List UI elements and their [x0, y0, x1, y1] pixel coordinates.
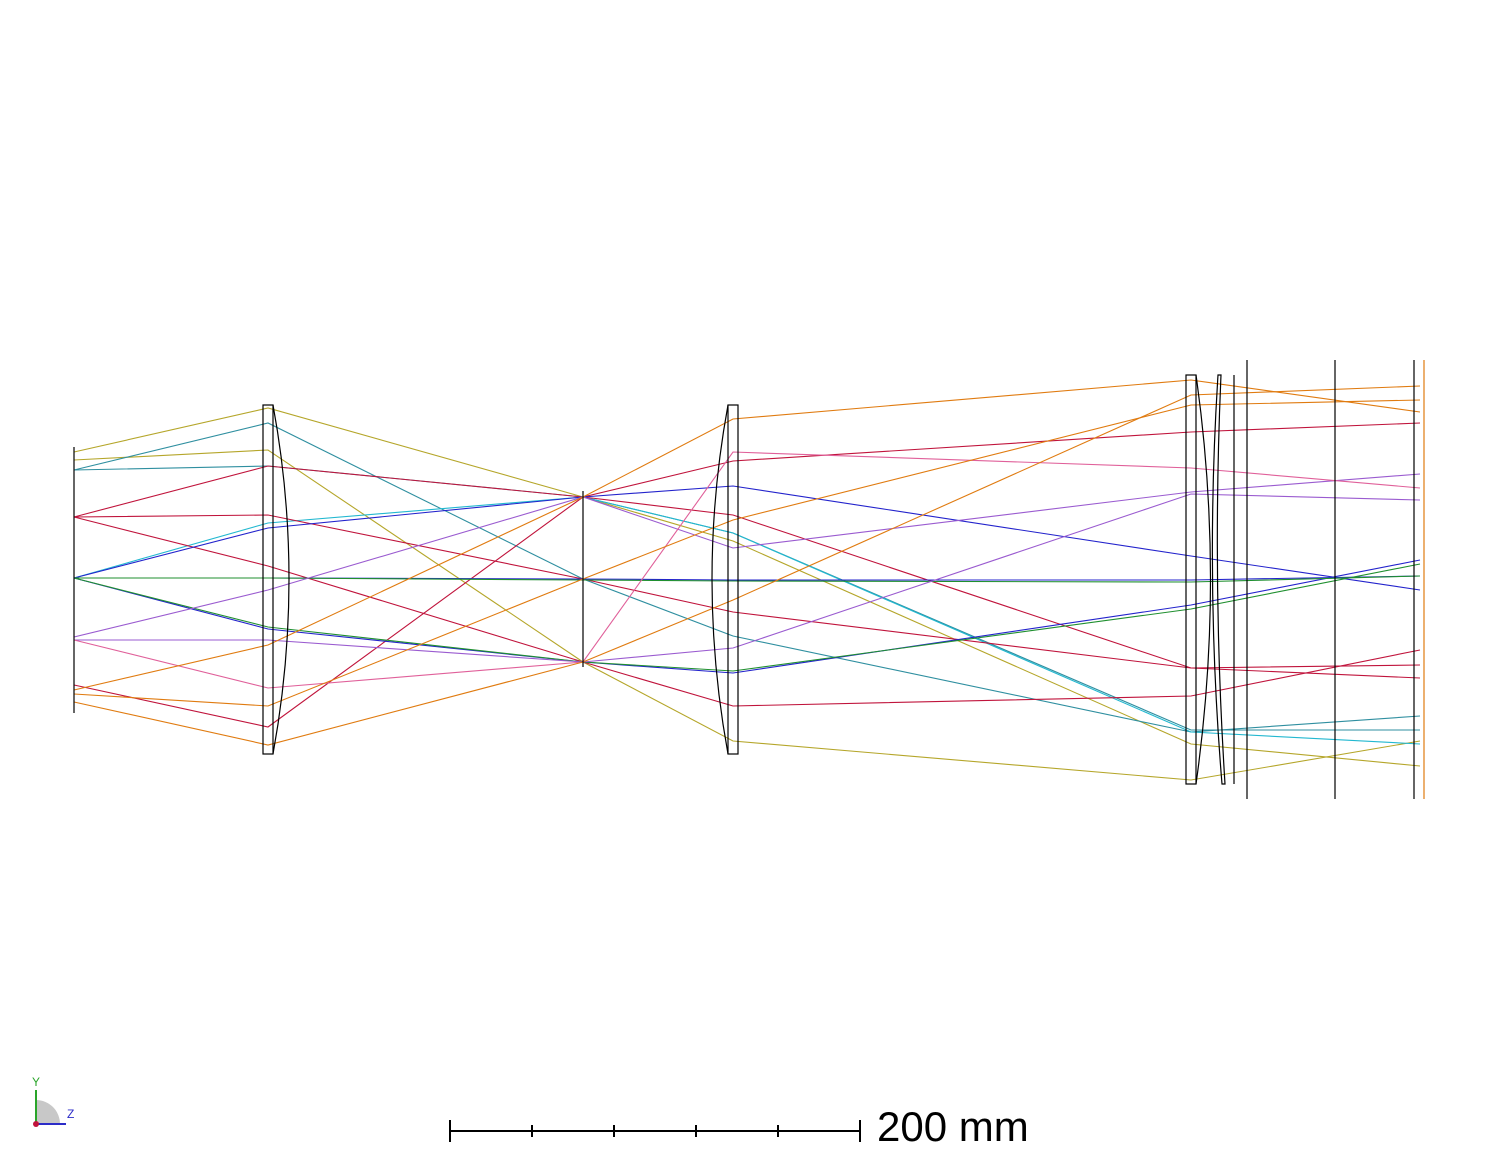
ray-red-7	[73, 516, 1421, 707]
lens-4	[1211, 374, 1226, 785]
lens-1-surface	[272, 404, 290, 755]
ray-green-13	[74, 575, 1421, 583]
lens-2	[727, 404, 739, 755]
ray-red-5	[73, 465, 1421, 669]
ray-cyan-4	[73, 496, 1421, 745]
ray-pink-16	[73, 451, 1421, 689]
ray-orange-19	[73, 399, 1421, 707]
ray-purple-14	[73, 473, 1421, 638]
axis-triad-icon	[33, 1090, 66, 1127]
scale-bar-label: 200 mm	[877, 1103, 1029, 1150]
ray-teal-2	[73, 422, 1421, 733]
ray-yellow-0	[73, 407, 1421, 767]
ray-blue-11	[73, 559, 1421, 674]
ray-orange-18	[73, 385, 1421, 746]
ray-bundles	[73, 379, 1421, 781]
ray-yellow-1	[73, 449, 1421, 781]
ray-purple-15	[74, 493, 1421, 663]
lens-2-surface	[711, 404, 729, 755]
y-axis-label: Y	[32, 1075, 41, 1089]
scale-bar	[449, 1120, 861, 1142]
ray-red-8	[73, 422, 1421, 728]
z-axis-label: Z	[67, 1107, 75, 1121]
ray-blue-9	[73, 485, 1421, 591]
ray-red-6	[73, 514, 1421, 679]
ray-orange-17	[73, 379, 1421, 691]
optical-elements	[73, 360, 1425, 799]
lens-1	[262, 404, 274, 755]
ray-green-12	[73, 563, 1421, 672]
lens-3-surface	[1195, 374, 1212, 785]
lens-3	[1185, 374, 1197, 785]
